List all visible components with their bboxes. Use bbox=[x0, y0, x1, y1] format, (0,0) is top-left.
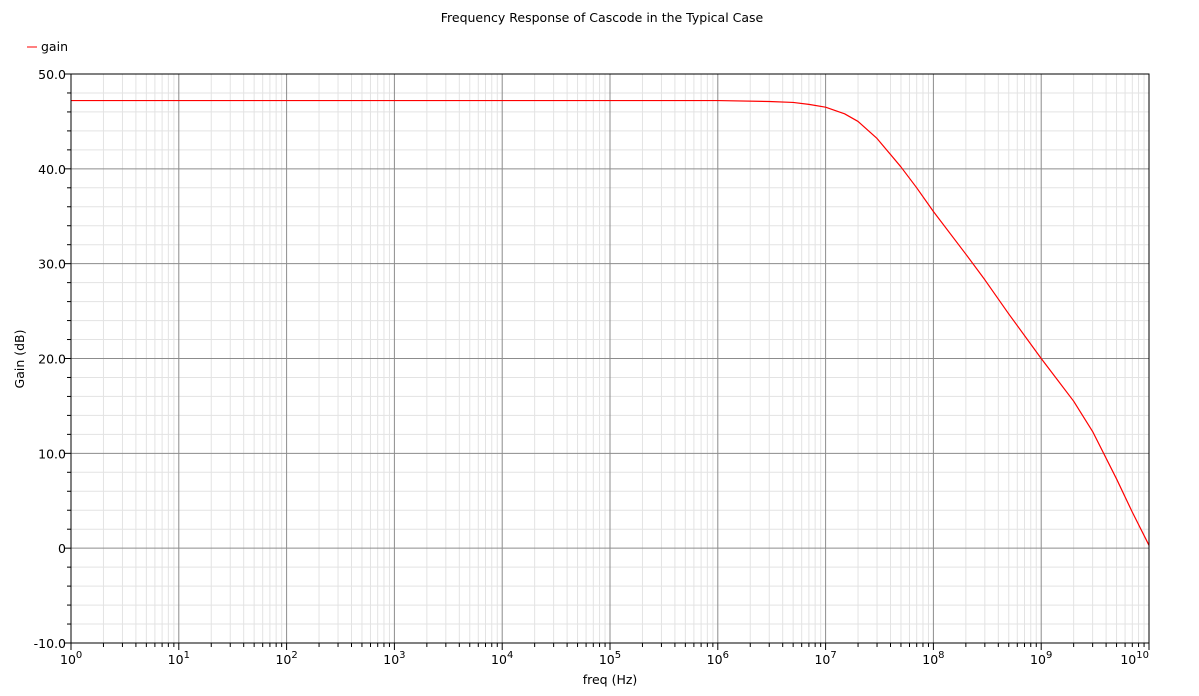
x-tick-labels: 100 101 102 103 104 105 106 107 108 109 1010 bbox=[60, 650, 1149, 667]
legend-label-gain: gain bbox=[41, 39, 68, 54]
series-layer bbox=[71, 99, 1150, 546]
x-tick-label: 103 bbox=[383, 650, 405, 667]
axis-ticks bbox=[64, 73, 1150, 650]
x-tick-label: 101 bbox=[168, 650, 190, 667]
y-tick-label: 20.0 bbox=[38, 352, 66, 367]
x-tick-label: 102 bbox=[275, 650, 297, 667]
x-tick-label: 1010 bbox=[1120, 650, 1149, 667]
chart-title: Frequency Response of Cascode in the Typ… bbox=[441, 10, 764, 25]
y-axis-label: Gain (dB) bbox=[12, 330, 27, 389]
x-tick-label: 107 bbox=[814, 650, 836, 667]
x-tick-label: 106 bbox=[707, 650, 729, 667]
x-tick-label: 105 bbox=[599, 650, 621, 667]
y-tick-label: 30.0 bbox=[38, 257, 66, 272]
x-tick-label: 100 bbox=[60, 650, 82, 667]
series-line-gain bbox=[71, 99, 1150, 546]
x-tick-label: 109 bbox=[1030, 650, 1052, 667]
y-tick-label: 0 bbox=[58, 541, 66, 556]
y-tick-label: 10.0 bbox=[38, 446, 66, 461]
y-tick-label: -10.0 bbox=[34, 636, 66, 651]
major-grid bbox=[70, 73, 1150, 644]
x-tick-label: 104 bbox=[491, 650, 513, 667]
y-tick-label: 40.0 bbox=[38, 162, 66, 177]
y-tick-label: 50.0 bbox=[38, 67, 66, 82]
x-axis-label: freq (Hz) bbox=[583, 672, 638, 687]
x-tick-label: 108 bbox=[922, 650, 944, 667]
legend: gain bbox=[27, 39, 68, 54]
y-tick-labels: -10.0 0 10.0 20.0 30.0 40.0 50.0 bbox=[34, 67, 66, 651]
plot-frame bbox=[70, 73, 1150, 644]
